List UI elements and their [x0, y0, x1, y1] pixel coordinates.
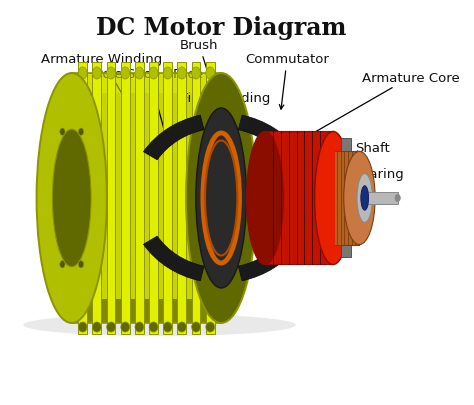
Text: DC Motor Diagram: DC Motor Diagram: [96, 15, 346, 39]
Bar: [265, 132, 333, 265]
Ellipse shape: [53, 130, 91, 267]
Ellipse shape: [60, 129, 65, 136]
Bar: [341, 139, 351, 152]
Bar: [191, 62, 201, 335]
Ellipse shape: [60, 261, 65, 268]
Ellipse shape: [149, 68, 158, 80]
Ellipse shape: [36, 74, 107, 323]
Polygon shape: [362, 175, 369, 222]
Text: Commutator: Commutator: [245, 53, 329, 110]
Bar: [206, 62, 215, 335]
Wedge shape: [144, 237, 204, 281]
Bar: [135, 62, 144, 335]
Text: Brush: Brush: [180, 39, 219, 98]
Text: Armature Winding: Armature Winding: [41, 53, 162, 107]
Ellipse shape: [177, 68, 186, 80]
Polygon shape: [72, 299, 221, 323]
Text: Armature Core: Armature Core: [295, 71, 460, 144]
Bar: [164, 62, 172, 335]
Ellipse shape: [135, 68, 144, 80]
Bar: [177, 62, 186, 335]
Ellipse shape: [92, 322, 101, 332]
Ellipse shape: [121, 68, 129, 80]
Ellipse shape: [149, 322, 158, 332]
Bar: [149, 62, 158, 335]
Ellipse shape: [92, 68, 101, 80]
Ellipse shape: [107, 68, 116, 80]
Ellipse shape: [78, 129, 84, 136]
Ellipse shape: [206, 322, 215, 332]
Ellipse shape: [78, 261, 84, 268]
Ellipse shape: [107, 322, 116, 332]
Bar: [72, 74, 221, 323]
Ellipse shape: [186, 74, 256, 323]
Ellipse shape: [206, 68, 215, 80]
Wedge shape: [144, 116, 204, 160]
Text: Field Winding: Field Winding: [181, 92, 270, 154]
Ellipse shape: [191, 322, 201, 332]
Text: Bearing: Bearing: [328, 168, 405, 185]
Text: Pole Shoe / Face: Pole Shoe / Face: [95, 67, 203, 150]
Ellipse shape: [344, 152, 375, 245]
Bar: [365, 192, 398, 205]
Ellipse shape: [23, 314, 296, 336]
Ellipse shape: [121, 322, 129, 332]
Ellipse shape: [395, 195, 401, 202]
Polygon shape: [72, 74, 221, 94]
Bar: [78, 62, 87, 335]
Ellipse shape: [164, 322, 172, 332]
Ellipse shape: [191, 68, 201, 80]
Bar: [341, 245, 351, 258]
Text: Shaft: Shaft: [339, 142, 390, 168]
Ellipse shape: [315, 132, 352, 265]
Ellipse shape: [135, 322, 144, 332]
Ellipse shape: [78, 68, 87, 80]
Ellipse shape: [246, 132, 283, 265]
Bar: [107, 62, 116, 335]
Bar: [121, 62, 129, 335]
Wedge shape: [238, 116, 299, 160]
Wedge shape: [238, 237, 299, 281]
Bar: [335, 152, 359, 245]
Ellipse shape: [361, 186, 369, 211]
Bar: [92, 62, 101, 335]
Ellipse shape: [196, 109, 246, 288]
Ellipse shape: [357, 174, 373, 223]
Ellipse shape: [177, 322, 186, 332]
Ellipse shape: [164, 68, 172, 80]
Ellipse shape: [78, 322, 87, 332]
Text: Stator: Stator: [43, 119, 84, 151]
